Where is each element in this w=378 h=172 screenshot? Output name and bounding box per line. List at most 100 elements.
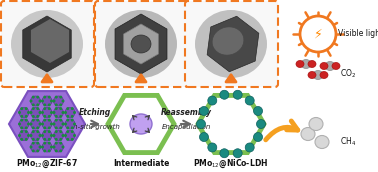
Circle shape	[32, 96, 35, 99]
Circle shape	[197, 120, 206, 128]
Circle shape	[65, 119, 75, 129]
Circle shape	[71, 138, 74, 141]
Circle shape	[48, 138, 51, 141]
Circle shape	[233, 149, 242, 158]
Circle shape	[59, 130, 62, 133]
Text: PMo$_{12}$@ZIF-67: PMo$_{12}$@ZIF-67	[16, 158, 78, 170]
Text: Reassembly: Reassembly	[161, 108, 212, 117]
Circle shape	[31, 119, 40, 129]
Ellipse shape	[212, 27, 244, 55]
Circle shape	[27, 122, 30, 126]
Circle shape	[73, 122, 76, 126]
Polygon shape	[108, 95, 174, 153]
Circle shape	[48, 103, 51, 106]
Circle shape	[32, 130, 35, 133]
Circle shape	[39, 122, 42, 126]
FancyBboxPatch shape	[1, 1, 94, 87]
Text: PMo$_{12}$@NiCo-LDH: PMo$_{12}$@NiCo-LDH	[194, 158, 268, 170]
Circle shape	[43, 115, 46, 118]
Ellipse shape	[313, 71, 323, 79]
Circle shape	[59, 103, 62, 106]
Circle shape	[71, 126, 74, 129]
Circle shape	[66, 130, 69, 133]
Circle shape	[42, 142, 52, 152]
Circle shape	[36, 142, 39, 145]
Circle shape	[42, 96, 52, 106]
Circle shape	[43, 142, 46, 145]
Circle shape	[55, 107, 58, 110]
Circle shape	[48, 96, 51, 99]
Circle shape	[41, 99, 44, 103]
Circle shape	[59, 142, 62, 145]
Circle shape	[41, 134, 44, 137]
Circle shape	[36, 107, 39, 110]
Circle shape	[53, 146, 56, 148]
Circle shape	[25, 107, 28, 110]
Circle shape	[41, 122, 44, 126]
Circle shape	[59, 149, 62, 152]
Circle shape	[64, 134, 67, 137]
Circle shape	[254, 132, 263, 142]
Circle shape	[18, 111, 21, 114]
Circle shape	[43, 149, 46, 152]
Circle shape	[20, 115, 23, 118]
Circle shape	[19, 108, 29, 117]
Circle shape	[31, 142, 40, 152]
Circle shape	[29, 134, 33, 137]
Polygon shape	[31, 19, 69, 63]
Circle shape	[32, 142, 35, 145]
Circle shape	[36, 138, 39, 141]
Circle shape	[71, 107, 74, 110]
Ellipse shape	[308, 61, 316, 67]
Circle shape	[19, 119, 29, 129]
Circle shape	[41, 146, 44, 148]
Text: In-situ growth: In-situ growth	[71, 124, 119, 130]
Circle shape	[54, 131, 64, 141]
Circle shape	[29, 111, 33, 114]
Circle shape	[25, 130, 28, 133]
Circle shape	[48, 130, 51, 133]
Circle shape	[48, 107, 51, 110]
Circle shape	[54, 108, 64, 117]
Circle shape	[27, 111, 30, 114]
Circle shape	[48, 115, 51, 118]
Circle shape	[59, 119, 62, 122]
Circle shape	[43, 138, 46, 141]
Ellipse shape	[11, 10, 83, 78]
Circle shape	[233, 90, 242, 99]
Circle shape	[36, 119, 39, 122]
Circle shape	[32, 138, 35, 141]
Circle shape	[66, 107, 69, 110]
Text: CO$_2$: CO$_2$	[340, 68, 356, 80]
Circle shape	[31, 108, 40, 117]
Ellipse shape	[320, 62, 328, 69]
Circle shape	[55, 126, 58, 129]
Text: Encapsulation: Encapsulation	[161, 124, 211, 130]
Circle shape	[220, 149, 229, 158]
Circle shape	[53, 111, 56, 114]
Circle shape	[59, 138, 62, 141]
Circle shape	[36, 130, 39, 133]
Circle shape	[208, 96, 217, 105]
Circle shape	[43, 107, 46, 110]
Circle shape	[43, 126, 46, 129]
Circle shape	[20, 119, 23, 122]
Circle shape	[41, 111, 44, 114]
Circle shape	[31, 96, 40, 106]
Ellipse shape	[309, 117, 323, 131]
Circle shape	[29, 99, 33, 103]
Circle shape	[245, 96, 254, 105]
Text: Etching: Etching	[79, 108, 111, 117]
Ellipse shape	[105, 10, 177, 78]
Circle shape	[66, 119, 69, 122]
Circle shape	[50, 134, 53, 137]
Circle shape	[62, 146, 65, 148]
Circle shape	[254, 106, 263, 115]
Circle shape	[32, 115, 35, 118]
FancyBboxPatch shape	[185, 1, 278, 87]
Circle shape	[50, 111, 53, 114]
Polygon shape	[9, 91, 85, 157]
Circle shape	[36, 96, 39, 99]
Ellipse shape	[320, 72, 328, 78]
Circle shape	[65, 108, 75, 117]
